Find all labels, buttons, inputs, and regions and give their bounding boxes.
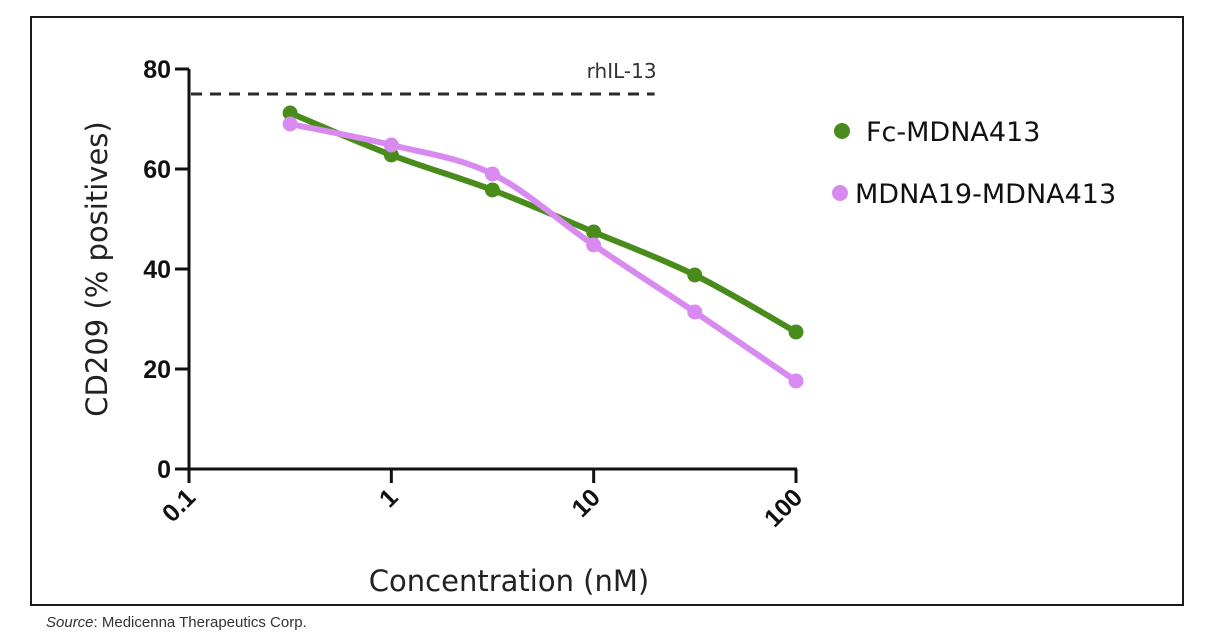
x-tick-label: 100: [759, 483, 808, 532]
data-point: [282, 105, 298, 121]
source-note: Source: Medicenna Therapeutics Corp.: [46, 614, 307, 631]
legend-marker: [832, 185, 848, 201]
reference-line-label: rhIL-13: [587, 59, 657, 83]
legend-item: MDNA19-MDNA413: [832, 179, 1116, 210]
x-axis-title: Concentration (nM): [369, 564, 649, 598]
y-tick-label: 80: [143, 56, 171, 84]
legend: Fc-MDNA413 MDNA19-MDNA413: [832, 117, 1116, 210]
legend-label: Fc-MDNA413: [866, 117, 1040, 148]
data-point: [586, 237, 602, 253]
x-tick-label: 10: [566, 483, 605, 522]
series-line: [287, 121, 799, 384]
data-point: [484, 182, 500, 198]
series-group: [282, 105, 804, 389]
y-tick-label: 20: [143, 356, 171, 384]
data-point: [687, 267, 703, 283]
data-point: [282, 116, 298, 132]
data-point: [586, 224, 602, 240]
y-tick-label: 40: [143, 256, 171, 284]
legend-marker: [834, 123, 850, 139]
data-point: [383, 137, 399, 153]
axes: 0 20 40 60 80 0.1 1 10 100: [143, 56, 808, 533]
data-point: [788, 373, 804, 389]
source-prefix: Source: [46, 614, 94, 631]
data-point: [788, 324, 804, 340]
y-tick-label: 0: [157, 456, 171, 484]
chart-frame: [30, 16, 1184, 606]
x-tick-label: 0.1: [157, 483, 201, 527]
x-tick-label: 1: [374, 483, 404, 513]
data-point: [484, 166, 500, 182]
reference-line-group: rhIL-13: [191, 59, 657, 96]
legend-label: MDNA19-MDNA413: [855, 179, 1116, 210]
y-tick-label: 60: [143, 156, 171, 184]
source-text: : Medicenna Therapeutics Corp.: [93, 614, 307, 631]
series-mdna19-mdna413: [282, 116, 804, 389]
legend-item: Fc-MDNA413: [834, 117, 1040, 148]
series-line: [287, 110, 799, 335]
data-point: [687, 304, 703, 320]
y-axis-title: CD209 (% positives): [80, 121, 114, 416]
